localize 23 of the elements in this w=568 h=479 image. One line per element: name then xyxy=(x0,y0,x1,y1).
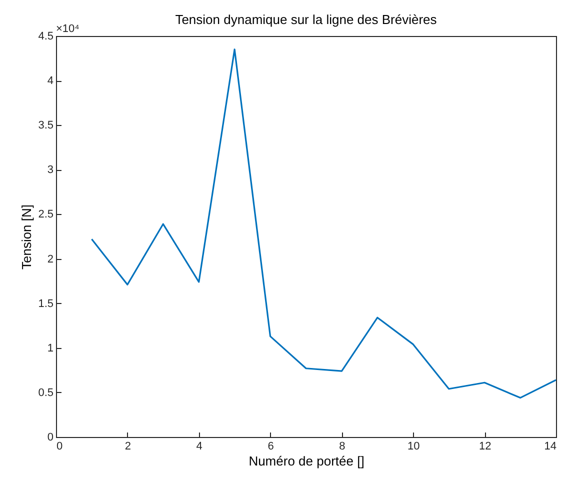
y-tick-label: 0 xyxy=(47,432,54,444)
y-tick-label: 0.5 xyxy=(38,386,54,399)
y-tick-label: 3.5 xyxy=(38,120,54,132)
y-tick-label: 4.5 xyxy=(38,30,54,42)
x-tick-label: 14 xyxy=(544,440,556,452)
y-tick-label: 2.5 xyxy=(38,208,54,221)
line-series xyxy=(90,48,556,399)
y-tick-label: 2 xyxy=(47,253,54,266)
text: ×10⁴ xyxy=(56,23,80,35)
x-axis-title: Numéro de portée [] xyxy=(248,454,364,468)
x-tick-label: 4 xyxy=(196,440,202,452)
x-tick-label: 2 xyxy=(124,440,131,452)
x-tick-label: 12 xyxy=(478,440,492,452)
x-tick-label: 8 xyxy=(339,440,346,452)
chart-title: Tension dynamique sur la ligne des Brévières xyxy=(175,12,438,27)
y-tick-label: 1 xyxy=(47,342,54,354)
y-axis-title: Tension [N] xyxy=(19,204,34,270)
y-tick-label: 3 xyxy=(47,164,54,176)
x-tick-label: 10 xyxy=(408,440,420,452)
y-tick-label: 4 xyxy=(47,75,54,88)
x-tick-label: 6 xyxy=(268,440,274,452)
y-tick-label: 1.5 xyxy=(38,298,54,310)
x-tick-label: 0 xyxy=(56,440,63,452)
